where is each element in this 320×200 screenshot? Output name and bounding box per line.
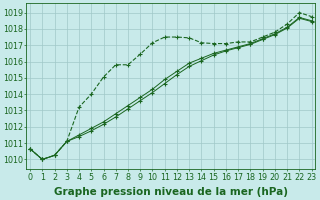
X-axis label: Graphe pression niveau de la mer (hPa): Graphe pression niveau de la mer (hPa)	[54, 187, 288, 197]
